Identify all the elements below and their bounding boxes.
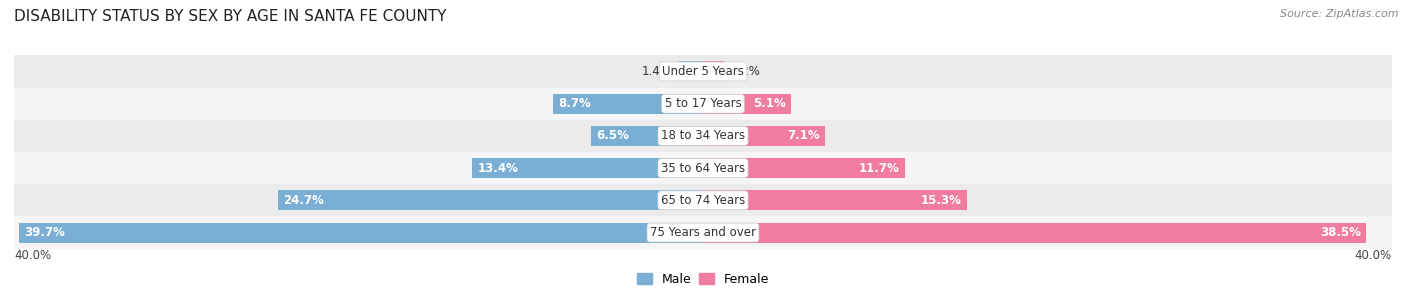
Text: 24.7%: 24.7% <box>283 194 323 207</box>
Text: 5 to 17 Years: 5 to 17 Years <box>665 97 741 110</box>
Bar <box>14 216 1392 249</box>
Text: 5.1%: 5.1% <box>754 97 786 110</box>
Bar <box>679 61 703 81</box>
Text: 65 to 74 Years: 65 to 74 Years <box>661 194 745 207</box>
Text: 1.2%: 1.2% <box>731 65 761 78</box>
Bar <box>14 120 1392 152</box>
Text: 40.0%: 40.0% <box>1355 249 1392 262</box>
Bar <box>703 190 966 210</box>
Text: 13.4%: 13.4% <box>478 162 519 174</box>
Bar <box>591 126 703 146</box>
Text: 8.7%: 8.7% <box>558 97 591 110</box>
Bar <box>14 152 1392 184</box>
Text: 75 Years and over: 75 Years and over <box>650 226 756 239</box>
Legend: Male, Female: Male, Female <box>637 273 769 286</box>
Bar <box>14 184 1392 216</box>
Bar <box>14 88 1392 120</box>
Bar <box>14 55 1392 88</box>
Bar <box>703 223 1367 243</box>
Text: 1.4%: 1.4% <box>643 65 672 78</box>
Text: 6.5%: 6.5% <box>596 130 628 142</box>
Text: 11.7%: 11.7% <box>859 162 900 174</box>
Bar <box>553 94 703 114</box>
Text: Source: ZipAtlas.com: Source: ZipAtlas.com <box>1281 9 1399 19</box>
Text: 7.1%: 7.1% <box>787 130 820 142</box>
Text: DISABILITY STATUS BY SEX BY AGE IN SANTA FE COUNTY: DISABILITY STATUS BY SEX BY AGE IN SANTA… <box>14 9 447 24</box>
Text: 18 to 34 Years: 18 to 34 Years <box>661 130 745 142</box>
Bar <box>277 190 703 210</box>
Text: 40.0%: 40.0% <box>14 249 51 262</box>
Bar <box>703 158 904 178</box>
Bar <box>20 223 703 243</box>
Text: 15.3%: 15.3% <box>921 194 962 207</box>
Bar <box>472 158 703 178</box>
Text: 39.7%: 39.7% <box>24 226 65 239</box>
Text: Under 5 Years: Under 5 Years <box>662 65 744 78</box>
Bar <box>703 61 724 81</box>
Bar <box>703 126 825 146</box>
Bar <box>703 94 790 114</box>
Text: 38.5%: 38.5% <box>1320 226 1361 239</box>
Text: 35 to 64 Years: 35 to 64 Years <box>661 162 745 174</box>
